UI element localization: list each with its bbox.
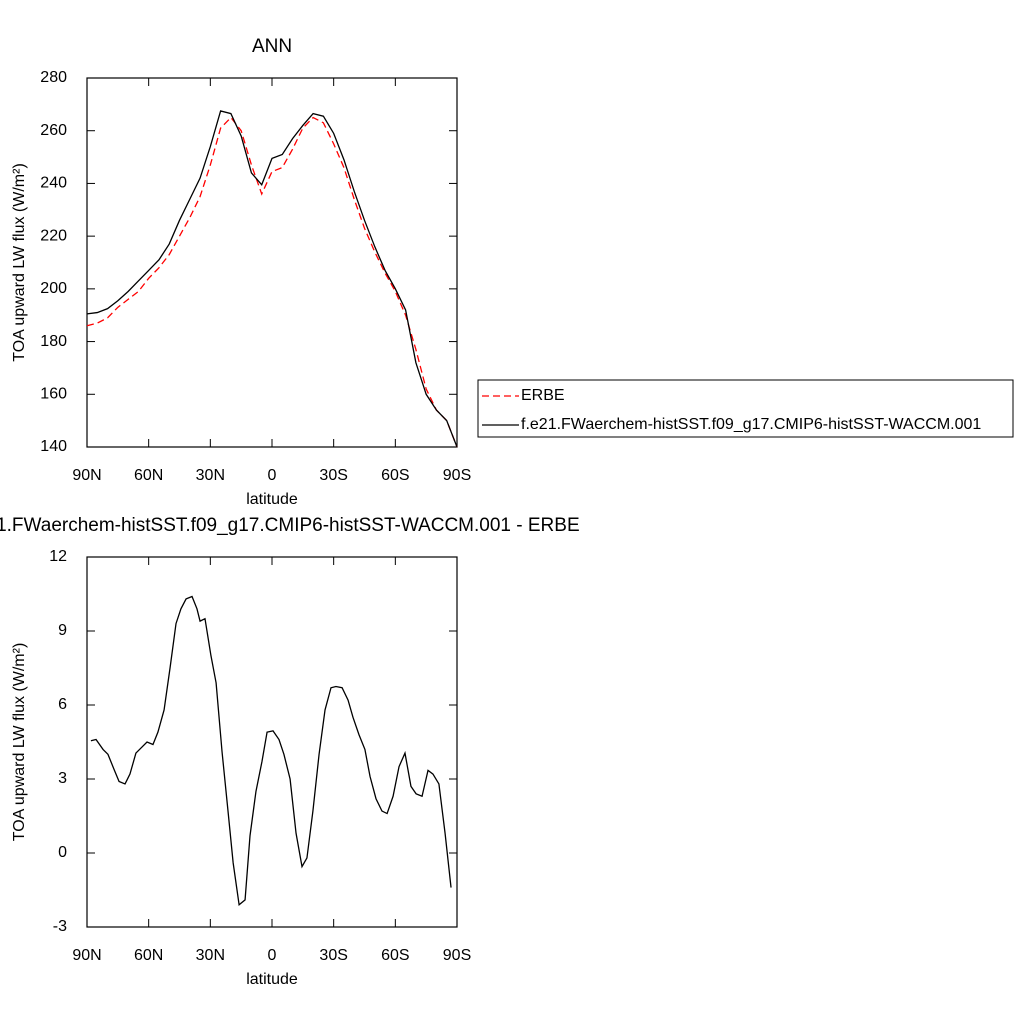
- data-line: [86, 110, 458, 448]
- x-axis-label: latitude: [246, 971, 298, 988]
- y-tick-label: 200: [40, 280, 67, 297]
- plot-frame: [86, 77, 458, 448]
- data-line: [86, 116, 458, 448]
- y-tick-label: 6: [58, 696, 67, 713]
- y-tick-label: 220: [40, 227, 67, 244]
- x-tick-label: 0: [268, 947, 277, 964]
- x-tick-label: 30S: [319, 947, 347, 964]
- x-tick-label: 60N: [134, 947, 163, 964]
- x-tick-label: 60S: [381, 467, 409, 484]
- y-axis-label: TOA upward LW flux (W/m²): [11, 163, 28, 362]
- y-tick-label: 0: [58, 844, 67, 861]
- y-tick-label: 180: [40, 333, 67, 350]
- y-tick-label: 240: [40, 175, 67, 192]
- legend-label: ERBE: [521, 387, 565, 404]
- x-tick-label: 90N: [72, 947, 101, 964]
- chart-title: ANN: [252, 36, 292, 57]
- y-axis-label: TOA upward LW flux (W/m²): [11, 643, 28, 842]
- y-tick-label: 12: [49, 548, 67, 565]
- legend-label: f.e21.FWaerchem-histSST.f09_g17.CMIP6-hi…: [521, 416, 981, 433]
- plot-frame: [86, 556, 458, 928]
- x-tick-label: 60S: [381, 947, 409, 964]
- x-tick-label: 30N: [196, 467, 225, 484]
- y-tick-label: 160: [40, 386, 67, 403]
- x-tick-label: 60N: [134, 467, 163, 484]
- x-tick-label: 90N: [72, 467, 101, 484]
- x-tick-label: 0: [268, 467, 277, 484]
- x-tick-label: 30S: [319, 467, 347, 484]
- legend-box: [477, 379, 1014, 438]
- chart-title: f.e21.FWaerchem-histSST.f09_g17.CMIP6-hi…: [0, 515, 580, 536]
- y-tick-label: 140: [40, 438, 67, 455]
- x-tick-label: 90S: [443, 467, 471, 484]
- y-tick-label: -3: [53, 918, 67, 935]
- data-line: [90, 595, 452, 907]
- y-tick-label: 260: [40, 122, 67, 139]
- x-tick-label: 90S: [443, 947, 471, 964]
- y-tick-label: 3: [58, 770, 67, 787]
- x-tick-label: 30N: [196, 947, 225, 964]
- x-axis-label: latitude: [246, 491, 298, 508]
- y-tick-label: 280: [40, 69, 67, 86]
- y-tick-label: 9: [58, 622, 67, 639]
